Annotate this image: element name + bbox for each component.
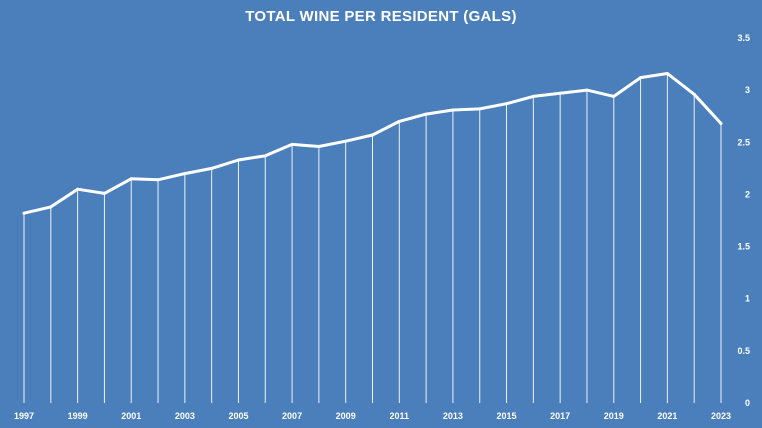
x-tick-label: 2021 <box>657 411 677 421</box>
data-point <box>558 91 562 95</box>
data-point <box>236 158 240 162</box>
x-tick-label: 2003 <box>175 411 195 421</box>
data-point <box>344 139 348 143</box>
data-point <box>451 108 455 112</box>
data-point <box>639 76 643 80</box>
x-tick-label: 2023 <box>711 411 731 421</box>
data-point <box>478 107 482 111</box>
x-tick-label: 2009 <box>336 411 356 421</box>
x-tick-label: 2017 <box>550 411 570 421</box>
data-point <box>210 166 214 170</box>
data-point <box>129 177 133 181</box>
x-tick-label: 2015 <box>497 411 517 421</box>
data-point <box>102 191 106 195</box>
y-tick-label: 0 <box>745 398 750 408</box>
data-point <box>22 211 26 215</box>
x-tick-label: 1999 <box>68 411 88 421</box>
y-tick-label: 1.5 <box>737 242 750 252</box>
data-point <box>49 205 53 209</box>
data-point <box>263 154 267 158</box>
y-tick-label: 2 <box>745 189 750 199</box>
y-tick-label: 3 <box>745 85 750 95</box>
data-point <box>505 102 509 106</box>
x-tick-label: 2001 <box>121 411 141 421</box>
y-tick-label: 3.5 <box>737 33 750 43</box>
data-point <box>290 142 294 146</box>
x-tick-label: 2011 <box>390 411 410 421</box>
data-point <box>397 119 401 123</box>
data-point <box>531 94 535 98</box>
data-point <box>719 122 723 126</box>
x-tick-label: 2007 <box>282 411 302 421</box>
data-point <box>585 88 589 92</box>
data-point <box>612 94 616 98</box>
y-tick-label: 2.5 <box>737 137 750 147</box>
data-point <box>665 71 669 75</box>
data-point <box>317 144 321 148</box>
x-tick-label: 2005 <box>228 411 248 421</box>
data-point <box>156 178 160 182</box>
data-point <box>424 112 428 116</box>
x-tick-label: 2019 <box>604 411 624 421</box>
data-point <box>76 187 80 191</box>
chart-title: TOTAL WINE PER RESIDENT (GALS) <box>245 8 517 25</box>
x-tick-label: 2013 <box>443 411 463 421</box>
data-point <box>371 133 374 137</box>
data-point <box>183 172 187 176</box>
x-tick-label: 1997 <box>14 411 34 421</box>
y-tick-label: 1 <box>745 294 750 304</box>
data-point <box>692 92 696 96</box>
y-tick-label: 0.5 <box>737 346 750 356</box>
